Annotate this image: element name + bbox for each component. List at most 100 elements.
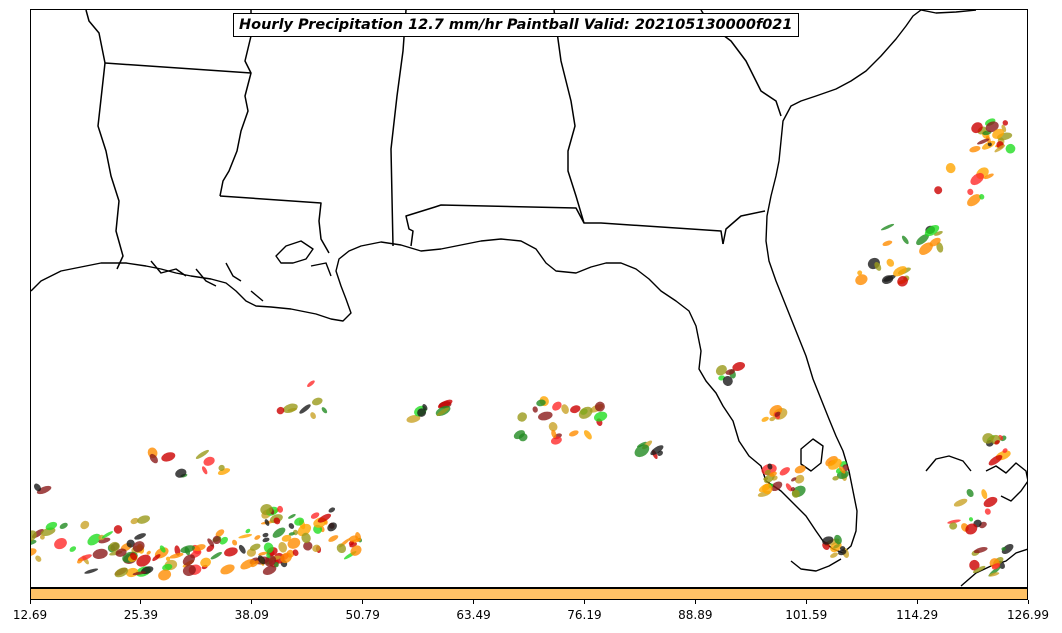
precipitation-blob bbox=[933, 230, 943, 236]
precipitation-blob bbox=[552, 401, 562, 411]
precipitation-blob bbox=[137, 515, 150, 524]
precipitation-blob bbox=[132, 541, 145, 553]
colorbar-tick bbox=[29, 600, 31, 604]
precipitation-blob bbox=[262, 537, 270, 543]
precipitation-blob bbox=[278, 542, 288, 553]
colorbar-tick-label: 50.79 bbox=[345, 608, 380, 622]
precipitation-blob bbox=[59, 522, 68, 530]
precipitation-blob bbox=[834, 534, 842, 545]
precipitation-blob bbox=[965, 523, 978, 535]
precipitation-blob bbox=[77, 558, 83, 564]
precipitation-blob bbox=[994, 440, 1000, 445]
precipitation-blob bbox=[593, 411, 608, 422]
precipitation-blob bbox=[774, 411, 781, 417]
precipitation-blob bbox=[201, 466, 208, 475]
precipitation-blob bbox=[273, 517, 281, 525]
precipitation-blob bbox=[924, 224, 940, 237]
precipitation-blob bbox=[240, 559, 255, 570]
precipitation-blob bbox=[355, 532, 362, 542]
precipitation-blob bbox=[769, 416, 776, 422]
precipitation-blob bbox=[182, 564, 196, 576]
precipitation-blob bbox=[101, 531, 113, 539]
precipitation-blob bbox=[328, 507, 336, 513]
coast-texas bbox=[31, 10, 922, 554]
precipitation-blob bbox=[830, 552, 838, 558]
precipitation-blob bbox=[134, 533, 146, 540]
precipitation-blob bbox=[417, 408, 427, 417]
border-al-fl bbox=[405, 204, 724, 247]
precipitation-blob bbox=[971, 122, 983, 134]
precipitation-blob bbox=[54, 538, 67, 550]
precipitation-blob bbox=[550, 436, 562, 445]
precipitation-blob bbox=[983, 496, 998, 508]
precipitation-blob bbox=[277, 505, 284, 513]
precipitation-blob bbox=[258, 551, 268, 556]
precipitation-blob bbox=[130, 517, 139, 525]
precipitation-blob bbox=[182, 554, 195, 566]
precipitation-blob bbox=[934, 186, 943, 195]
lake-okeechobee bbox=[800, 438, 824, 472]
precipitation-blob bbox=[967, 194, 981, 207]
precipitation-blob bbox=[1001, 543, 1014, 555]
precipitation-blob bbox=[987, 142, 992, 147]
precipitation-blob bbox=[184, 546, 191, 556]
precipitation-blob bbox=[822, 536, 834, 545]
precipitation-blob bbox=[45, 521, 58, 531]
precipitation-paintball-layer bbox=[31, 118, 1016, 581]
coast-east-atlantic bbox=[920, 10, 977, 14]
colorbar-tick-label: 88.89 bbox=[678, 608, 713, 622]
precipitation-blob bbox=[250, 560, 259, 568]
precipitation-blob bbox=[761, 416, 769, 422]
colorbar bbox=[30, 588, 1028, 600]
precipitation-blob bbox=[1002, 448, 1008, 453]
colorbar-tick bbox=[694, 600, 696, 604]
precipitation-blob bbox=[1001, 547, 1006, 551]
precipitation-blob bbox=[916, 234, 929, 246]
precipitation-blob bbox=[312, 544, 321, 553]
precipitation-blob bbox=[203, 456, 215, 466]
precipitation-blob bbox=[832, 476, 839, 481]
precipitation-blob bbox=[215, 529, 225, 537]
precipitation-blob bbox=[779, 467, 790, 476]
precipitation-blob bbox=[919, 242, 933, 255]
colorbar-tick bbox=[1027, 600, 1029, 604]
precipitation-blob bbox=[87, 533, 101, 546]
precipitation-blob bbox=[715, 365, 727, 376]
precipitation-blob bbox=[31, 530, 37, 542]
precipitation-blob bbox=[276, 406, 285, 415]
precipitation-blob bbox=[517, 412, 528, 422]
precipitation-blob bbox=[988, 454, 1003, 466]
precipitation-blob bbox=[634, 444, 650, 458]
colorbar-tick bbox=[251, 600, 253, 604]
precipitation-blob bbox=[762, 483, 773, 495]
precipitation-blob bbox=[882, 240, 893, 247]
precipitation-blob bbox=[570, 405, 581, 414]
precipitation-blob bbox=[551, 429, 557, 439]
state-borders bbox=[85, 10, 782, 270]
precipitation-blob bbox=[794, 474, 805, 484]
precipitation-blob bbox=[770, 481, 783, 492]
precipitation-blob bbox=[238, 544, 246, 554]
precipitation-blob bbox=[149, 453, 158, 464]
precipitation-blob bbox=[328, 535, 339, 542]
coast-louisiana-marsh bbox=[150, 260, 332, 302]
precipitation-blob bbox=[165, 556, 171, 561]
precipitation-blob bbox=[31, 548, 37, 557]
precipitation-blob bbox=[132, 571, 147, 576]
precipitation-blob bbox=[152, 554, 161, 562]
precipitation-blob bbox=[886, 258, 895, 267]
colorbar-tick-label: 25.39 bbox=[123, 608, 159, 622]
precipitation-blob bbox=[348, 540, 354, 546]
precipitation-blob bbox=[949, 522, 958, 530]
precipitation-blob bbox=[288, 523, 295, 529]
precipitation-blob bbox=[158, 569, 172, 581]
border-ar-la-north bbox=[104, 62, 252, 74]
precipitation-blob bbox=[299, 404, 311, 414]
precipitation-blob bbox=[31, 539, 37, 546]
precipitation-blob bbox=[294, 517, 305, 526]
precipitation-blob bbox=[317, 513, 332, 523]
precipitation-blob bbox=[1002, 120, 1009, 126]
precipitation-blob bbox=[217, 468, 231, 476]
precipitation-blob bbox=[254, 535, 261, 540]
precipitation-blob bbox=[321, 407, 328, 414]
